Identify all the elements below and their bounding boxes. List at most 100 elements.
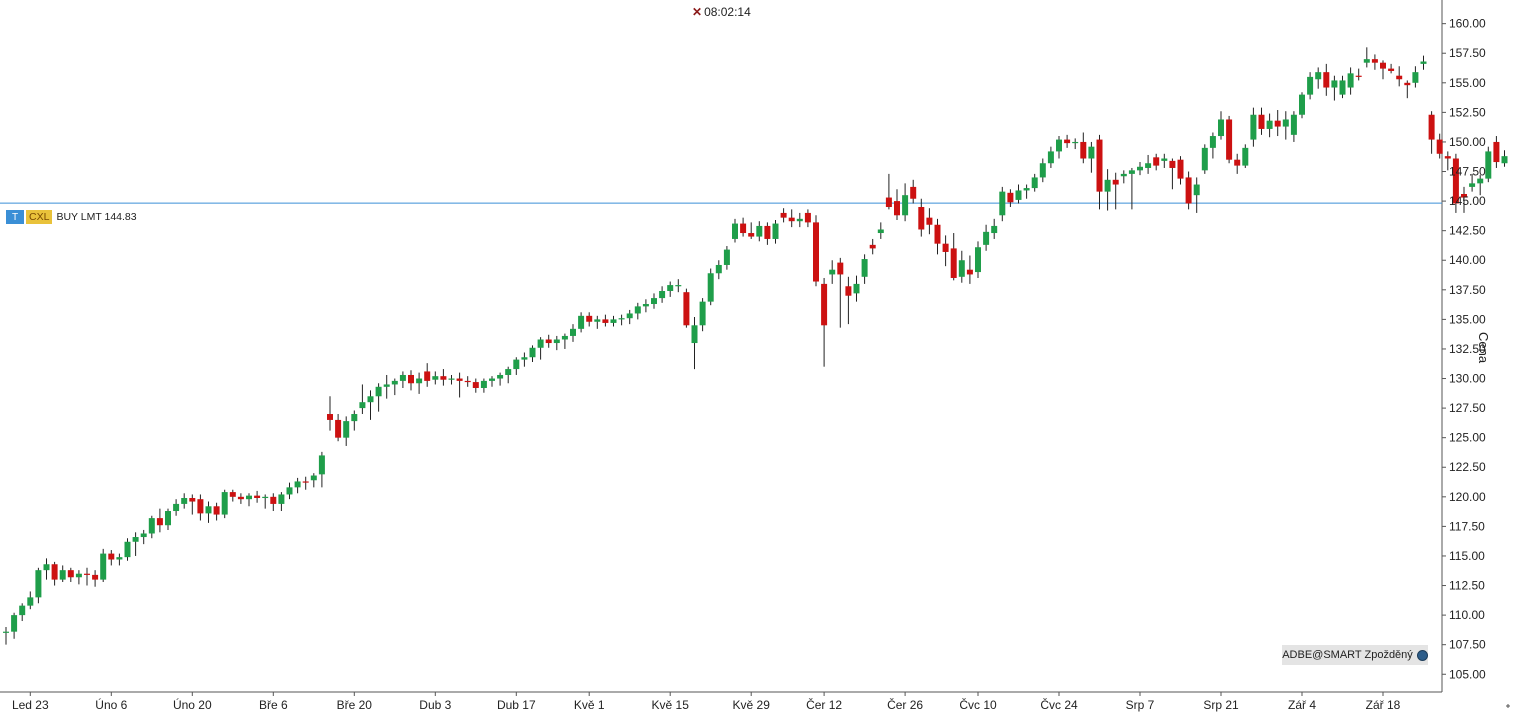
candle bbox=[270, 493, 277, 512]
candle bbox=[1363, 47, 1370, 68]
candle-body bbox=[1315, 72, 1322, 80]
candle-body bbox=[294, 481, 301, 488]
candle-body bbox=[1299, 94, 1305, 115]
candle-body bbox=[1501, 156, 1508, 164]
candle-body bbox=[416, 378, 423, 384]
candle-body bbox=[821, 283, 828, 326]
candle bbox=[748, 222, 755, 239]
candle bbox=[229, 489, 236, 502]
y-tick-label: 125.00 bbox=[1449, 431, 1486, 445]
candle-body bbox=[634, 306, 641, 314]
candle-body bbox=[1169, 160, 1176, 168]
candle-body bbox=[626, 313, 633, 319]
candle bbox=[399, 371, 406, 388]
candle bbox=[675, 279, 682, 293]
y-tick-label: 135.00 bbox=[1449, 312, 1486, 326]
candle-body bbox=[1258, 114, 1265, 129]
candle bbox=[1169, 158, 1176, 190]
candle bbox=[173, 499, 180, 516]
candle bbox=[197, 494, 204, 521]
candle-body bbox=[991, 225, 998, 234]
candle-body bbox=[43, 564, 50, 571]
candle-body bbox=[1469, 183, 1476, 187]
candle-body bbox=[837, 262, 844, 275]
candle-body bbox=[1282, 119, 1289, 127]
candle bbox=[165, 508, 171, 530]
candle bbox=[894, 189, 900, 221]
candle-body bbox=[756, 225, 763, 237]
candle bbox=[1112, 172, 1119, 210]
scroll-arrow-icon[interactable] bbox=[1506, 704, 1510, 708]
candle bbox=[999, 186, 1006, 222]
candle bbox=[181, 493, 188, 509]
candle bbox=[1436, 133, 1443, 159]
candle bbox=[472, 378, 479, 393]
candle bbox=[991, 218, 998, 239]
candle-body bbox=[505, 369, 512, 375]
candle bbox=[92, 570, 99, 587]
candle-body bbox=[885, 197, 892, 208]
y-axis-label: Cena bbox=[1476, 332, 1491, 364]
candle bbox=[537, 337, 544, 360]
candle-body bbox=[189, 498, 196, 502]
candle bbox=[1307, 72, 1314, 100]
candle-body bbox=[318, 455, 325, 475]
candle-body bbox=[310, 475, 317, 481]
candle bbox=[1096, 134, 1103, 210]
candle-body bbox=[942, 243, 949, 252]
candle bbox=[1428, 111, 1435, 154]
candle bbox=[11, 612, 18, 639]
candle bbox=[262, 494, 269, 509]
candle-body bbox=[205, 506, 212, 514]
candle bbox=[513, 357, 520, 375]
candle bbox=[1412, 66, 1419, 88]
source-text: ADBE@SMART Zpožděný bbox=[1282, 649, 1413, 661]
candle-body bbox=[237, 496, 244, 500]
candle-body bbox=[1023, 188, 1030, 191]
candle bbox=[926, 208, 933, 235]
candle-body bbox=[367, 396, 374, 403]
candle-body bbox=[181, 498, 188, 504]
source-badge: ADBE@SMART Zpožděný bbox=[1282, 645, 1428, 665]
candle bbox=[902, 183, 909, 222]
candle-body bbox=[1355, 75, 1362, 77]
candle-body bbox=[804, 212, 811, 223]
candle bbox=[1501, 150, 1508, 167]
candle-body bbox=[1444, 156, 1451, 159]
candle bbox=[861, 254, 868, 284]
candle bbox=[1250, 107, 1257, 147]
order-transmit-tag[interactable]: T bbox=[6, 210, 24, 224]
candle-body bbox=[966, 269, 973, 275]
candle-body bbox=[391, 380, 398, 385]
candle bbox=[1137, 162, 1143, 176]
candle bbox=[594, 315, 601, 329]
x-tick-label: Čer 12 bbox=[806, 697, 842, 712]
candle bbox=[84, 567, 90, 586]
candle-body bbox=[861, 259, 868, 277]
candle-body bbox=[513, 359, 520, 370]
candle bbox=[254, 490, 261, 503]
candle bbox=[1242, 144, 1249, 168]
candle-body bbox=[108, 553, 115, 560]
candle bbox=[732, 218, 738, 243]
candle bbox=[1461, 186, 1467, 213]
candle bbox=[108, 550, 115, 566]
candle bbox=[1056, 136, 1062, 159]
order-cancel-button[interactable]: CXL bbox=[26, 210, 53, 224]
candle-body bbox=[116, 557, 123, 560]
candle bbox=[1007, 189, 1014, 208]
candle-body bbox=[148, 518, 155, 534]
y-tick-label: 117.50 bbox=[1449, 519, 1485, 533]
candle-body bbox=[278, 494, 285, 504]
candle-body bbox=[934, 224, 941, 244]
candle bbox=[934, 218, 941, 255]
candle bbox=[1388, 63, 1395, 74]
order-label[interactable]: T CXL BUY LMT 144.83 bbox=[6, 210, 137, 224]
candle bbox=[561, 333, 568, 349]
candle bbox=[1015, 184, 1022, 204]
candle bbox=[1088, 141, 1095, 173]
close-x-icon[interactable]: ✕ bbox=[692, 5, 703, 19]
candle bbox=[813, 215, 819, 287]
